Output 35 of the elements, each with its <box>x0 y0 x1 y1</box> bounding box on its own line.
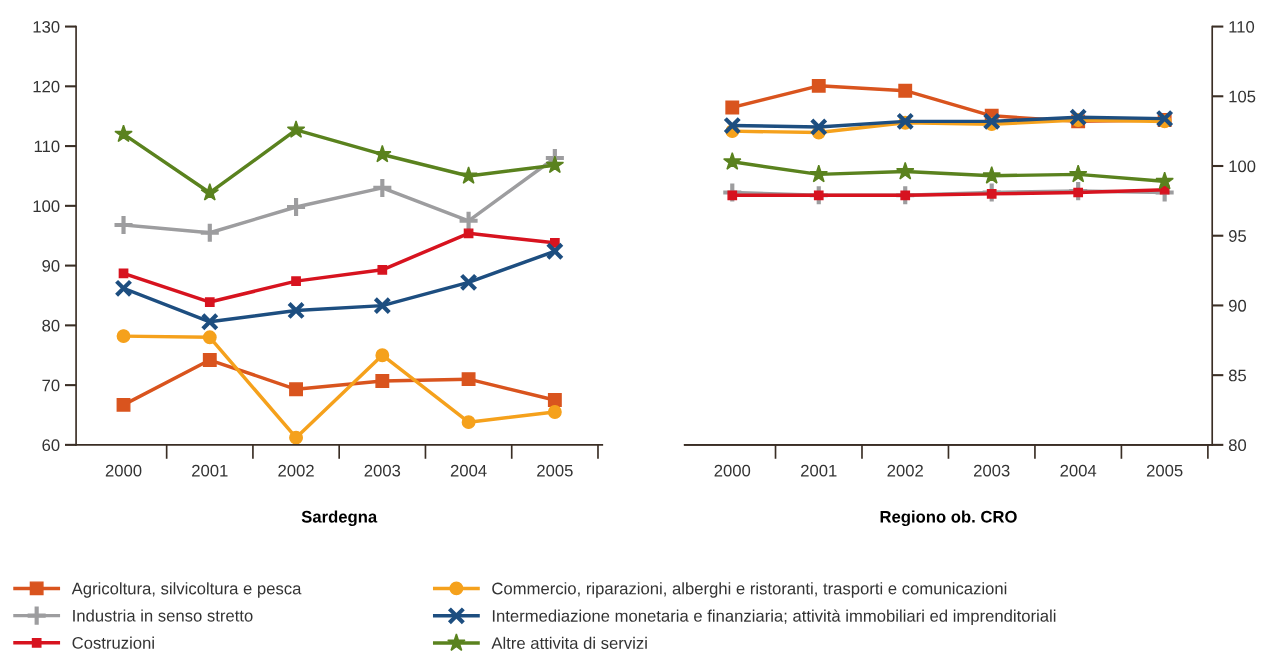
x-tick-label: 2001 <box>801 464 837 477</box>
y2-tick-label: 95 <box>1228 230 1247 242</box>
y2-tick-label: 110 <box>1229 20 1255 33</box>
x-tick-label: 2000 <box>714 464 751 477</box>
y-tick-label: 100 <box>33 200 60 213</box>
x-axis-title: Sardegna <box>301 510 378 527</box>
y2-tick-label: 85 <box>1228 369 1247 382</box>
legend-label: Altre attivita di servizi <box>491 636 647 650</box>
x-tick-label: 2003 <box>974 464 1010 477</box>
y-tick-label: 120 <box>33 80 60 93</box>
x-axis-title: Regiono ob. CRO <box>880 510 1017 527</box>
x-tick-label: 2003 <box>364 464 401 477</box>
y2-tick-label: 100 <box>1229 160 1256 173</box>
legend-label: Costruzioni <box>72 636 154 649</box>
x-tick-label: 2004 <box>450 464 487 477</box>
y2-tick-label: 90 <box>1228 299 1247 312</box>
legend-label: Commercio, riparazioni, alberghi e ristoranti, trasporti e comunicazioni <box>492 582 1007 598</box>
y-tick-label: 80 <box>42 319 60 332</box>
legend-label: Industria in senso stretto <box>73 609 253 622</box>
x-tick-label: 2005 <box>1146 464 1183 477</box>
x-tick-label: 2005 <box>537 464 573 477</box>
x-tick-label: 2000 <box>105 464 142 477</box>
x-tick-label: 2002 <box>278 464 314 477</box>
x-tick-label: 2004 <box>1060 464 1097 477</box>
y-tick-label: 90 <box>42 260 60 272</box>
y2-tick-label: 80 <box>1228 439 1247 452</box>
y-tick-label: 110 <box>34 140 60 153</box>
y-tick-label: 130 <box>33 20 60 33</box>
legend-label: Intermediazione monetaria e finanziaria; attività immobiliari ed imprenditoriali <box>492 609 1056 626</box>
x-tick-label: 2001 <box>192 464 228 477</box>
legend-label: Agricoltura, silvicoltura e pesca <box>71 582 302 598</box>
y-tick-label: 70 <box>42 379 60 392</box>
x-tick-label: 2002 <box>887 464 923 477</box>
y2-tick-label: 105 <box>1229 90 1256 103</box>
y-tick-label: 60 <box>42 439 60 452</box>
